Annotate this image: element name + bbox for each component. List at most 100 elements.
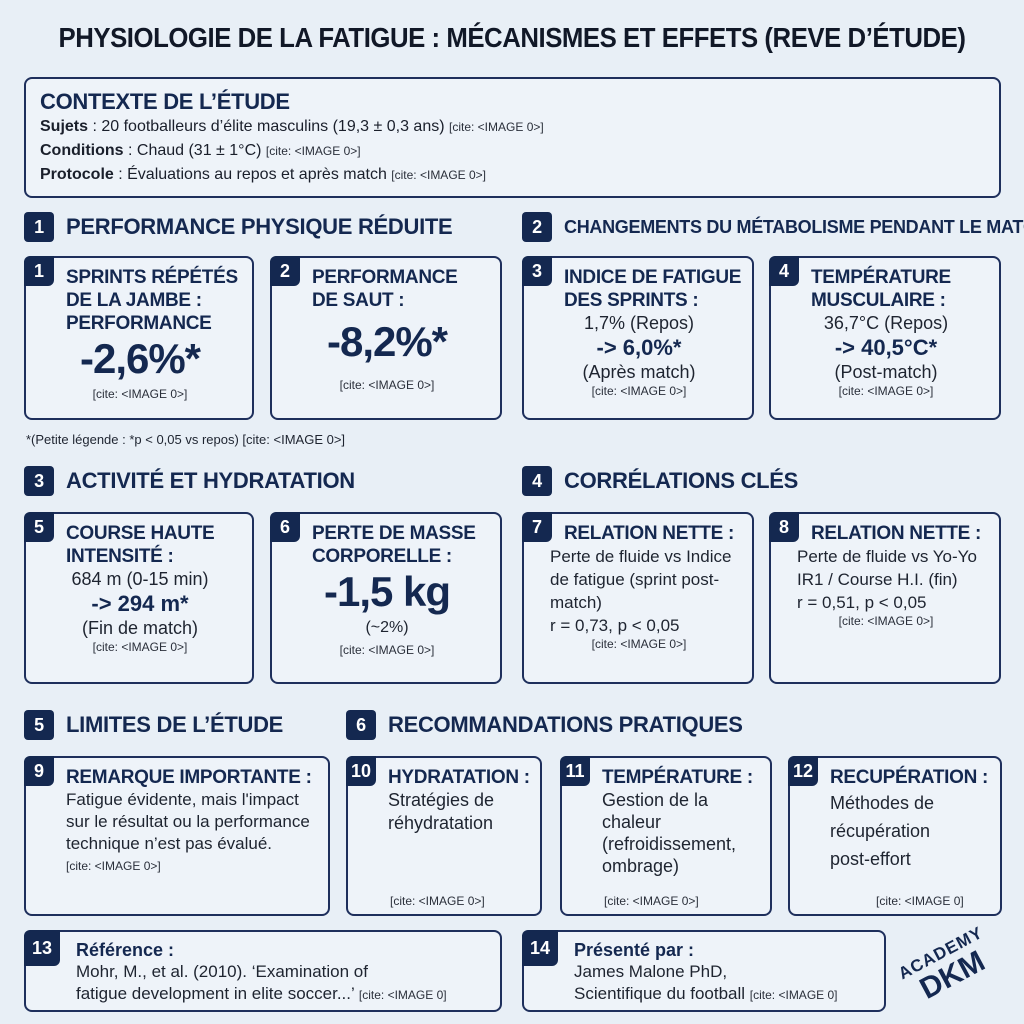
section-label: CHANGEMENTS DU MÉTABOLISME PENDANT LE MA… bbox=[564, 216, 1024, 237]
section-header-4: 4 CORRÉLATIONS CLÉS bbox=[522, 466, 798, 496]
section-header-5: 5 LIMITES DE L’ÉTUDE bbox=[24, 710, 283, 740]
card-stat: r = 0,73, p < 0,05 bbox=[550, 616, 680, 635]
citation: [cite: <IMAGE 0] bbox=[358, 988, 447, 1002]
page-title: PHYSIOLOGIE DE LA FATIGUE : MÉCANISMES E… bbox=[58, 22, 966, 53]
card-note: (~2%) bbox=[365, 619, 409, 636]
card-number: 2 bbox=[270, 256, 300, 286]
citation: [cite: <IMAGE 0>] bbox=[604, 894, 699, 908]
citation: [cite: <IMAGE 0>] bbox=[390, 894, 485, 908]
section-number: 6 bbox=[346, 710, 376, 740]
citation: [cite: <IMAGE 0] bbox=[749, 988, 838, 1002]
citation: [cite: <IMAGE 0>] bbox=[391, 168, 487, 182]
card-sprint-fatigue-index: 3 INDICE DE FATIGUE DES SPRINTS : 1,7% (… bbox=[522, 256, 754, 420]
card-body: Perte de fluide vs Yo-Yo IR1 / Course H.… bbox=[797, 547, 977, 589]
section-number: 4 bbox=[522, 466, 552, 496]
card-after-note: (Après match) bbox=[582, 362, 696, 382]
card-number: 11 bbox=[560, 756, 590, 786]
context-line-subjects: Sujets : 20 footballeurs d’élite masculi… bbox=[40, 115, 985, 139]
card-heading: REMARQUE IMPORTANTE : bbox=[66, 767, 312, 788]
card-muscle-temperature: 4 TEMPÉRATURE MUSCULAIRE : 36,7°C (Repos… bbox=[769, 256, 1001, 420]
citation: [cite: <IMAGE 0>] bbox=[92, 387, 188, 401]
section-label: RECOMMANDATIONS PRATIQUES bbox=[388, 712, 743, 737]
significance-legend: *(Petite légende : *p < 0,05 vs repos) [… bbox=[26, 432, 346, 447]
card-body-mass-loss: 6 PERTE DE MASSE CORPORELLE : -1,5 kg (~… bbox=[270, 512, 502, 684]
section-header-3: 3 ACTIVITÉ ET HYDRATATION bbox=[24, 466, 355, 496]
card-correlation-fatigue-index: 7 RELATION NETTE : Perte de fluide vs In… bbox=[522, 512, 754, 684]
section-label: CORRÉLATIONS CLÉS bbox=[564, 468, 799, 493]
card-body: Gestion de la chaleur (refroidissement, … bbox=[602, 790, 737, 876]
context-label: Sujets bbox=[40, 118, 89, 135]
card-temperature-management: 11 TEMPÉRATURE : Gestion de la chaleur (… bbox=[560, 756, 772, 916]
section-label: LIMITES DE L’ÉTUDE bbox=[66, 712, 284, 737]
card-number: 13 bbox=[24, 930, 60, 966]
citation: [cite: <IMAGE 0>] bbox=[339, 643, 435, 657]
card-high-intensity-running: 5 COURSE HAUTE INTENSITÉ : 684 m (0-15 m… bbox=[24, 512, 254, 684]
card-number: 8 bbox=[769, 512, 799, 542]
card-before-value: 684 m (0-15 min) bbox=[71, 569, 209, 589]
card-heading: COURSE HAUTE INTENSITÉ : bbox=[66, 523, 215, 567]
card-body: Perte de fluide vs Indice de fatigue (sp… bbox=[550, 547, 732, 612]
citation: [cite: <IMAGE 0>] bbox=[591, 384, 687, 398]
card-important-remark: 9 REMARQUE IMPORTANTE : Fatigue évidente… bbox=[24, 756, 330, 916]
card-value: -1,5 kg bbox=[323, 568, 451, 615]
card-before-value: 36,7°C (Repos) bbox=[823, 313, 949, 333]
card-heading: TEMPÉRATURE : bbox=[602, 767, 753, 788]
citation: [cite: <IMAGE 0] bbox=[876, 894, 964, 908]
card-value: -2,6%* bbox=[79, 335, 201, 382]
card-before-value: 1,7% (Repos) bbox=[583, 313, 695, 333]
citation: [cite: <IMAGE 0>] bbox=[265, 144, 361, 158]
citation: [cite: <IMAGE 0>] bbox=[591, 637, 687, 651]
citation: [cite: <IMAGE 0>] bbox=[92, 640, 188, 654]
presenter-name: James Malone PhD, bbox=[574, 962, 728, 981]
section-header-6: 6 RECOMMANDATIONS PRATIQUES bbox=[346, 710, 743, 740]
card-after-note: (Post-match) bbox=[834, 362, 938, 382]
card-number: 3 bbox=[522, 256, 552, 286]
card-after-value: -> 6,0%* bbox=[596, 335, 682, 360]
card-stat: r = 0,51, p < 0,05 bbox=[797, 593, 927, 612]
card-body: Stratégies de réhydratation bbox=[388, 790, 495, 833]
section-label: ACTIVITÉ ET HYDRATATION bbox=[66, 468, 355, 493]
card-recovery: 12 RECUPÉRATION : Méthodes de récupérati… bbox=[788, 756, 1002, 916]
card-heading: PERFORMANCE DE SAUT : bbox=[312, 267, 458, 311]
citation: [cite: <IMAGE 0>] bbox=[838, 384, 934, 398]
card-heading: SPRINTS RÉPÉTÉS DE LA JAMBE : PERFORMANC… bbox=[66, 267, 238, 334]
academy-logo: ACADEMY DKM bbox=[888, 919, 1023, 1024]
card-jump-performance: 2 PERFORMANCE DE SAUT : -8,2%* [cite: <I… bbox=[270, 256, 502, 420]
card-heading: HYDRATATION : bbox=[388, 767, 530, 788]
card-heading: RELATION NETTE : bbox=[564, 523, 735, 544]
card-heading: PERTE DE MASSE CORPORELLE : bbox=[312, 523, 476, 567]
context-line-protocol: Protocole : Évaluations au repos et aprè… bbox=[40, 163, 985, 187]
citation: [cite: <IMAGE 0>] bbox=[449, 120, 544, 134]
context-heading: CONTEXTE DE L’ÉTUDE bbox=[40, 89, 290, 114]
card-number: 5 bbox=[24, 512, 54, 542]
card-heading: Présenté par : bbox=[574, 940, 695, 960]
card-hydration: 10 HYDRATATION : Stratégies de réhydrata… bbox=[346, 756, 542, 916]
citation: [cite: <IMAGE 0>] bbox=[838, 614, 934, 628]
citation: [cite: <IMAGE 0>] bbox=[339, 378, 435, 392]
card-number: 14 bbox=[522, 930, 558, 966]
context-panel: CONTEXTE DE L’ÉTUDE Sujets : 20 football… bbox=[24, 77, 1001, 198]
section-number: 2 bbox=[522, 212, 552, 242]
card-reference: 13 Référence : Mohr, M., et al. (2010). … bbox=[24, 930, 502, 1012]
card-sprint-performance: 1 SPRINTS RÉPÉTÉS DE LA JAMBE : PERFORMA… bbox=[24, 256, 254, 420]
section-number: 1 bbox=[24, 212, 54, 242]
section-number: 3 bbox=[24, 466, 54, 496]
card-body: Méthodes de récupération post-effort bbox=[830, 793, 935, 869]
context-text: : Chaud (31 ± 1°C) bbox=[123, 142, 262, 159]
section-header-2: 2 CHANGEMENTS DU MÉTABOLISME PENDANT LE M… bbox=[522, 212, 1024, 242]
section-header-1: 1 PERFORMANCE PHYSIQUE RÉDUITE bbox=[24, 212, 453, 242]
context-line-conditions: Conditions : Chaud (31 ± 1°C) [cite: <IM… bbox=[40, 139, 985, 163]
card-heading: RECUPÉRATION : bbox=[830, 767, 989, 788]
reference-line-1: Mohr, M., et al. (2010). ‘Examination of bbox=[76, 962, 368, 981]
section-number: 5 bbox=[24, 710, 54, 740]
card-number: 7 bbox=[522, 512, 552, 542]
context-text: : 20 footballeurs d’élite masculins (19,… bbox=[88, 118, 445, 135]
reference-line-2: fatigue development in elite soccer...’ bbox=[76, 984, 355, 1003]
section-label: PERFORMANCE PHYSIQUE RÉDUITE bbox=[66, 214, 453, 239]
context-label: Conditions bbox=[40, 142, 124, 159]
card-after-value: -> 294 m* bbox=[91, 591, 189, 616]
card-number: 9 bbox=[24, 756, 54, 786]
card-number: 4 bbox=[769, 256, 799, 286]
presenter-title: Scientifique du football bbox=[574, 984, 746, 1003]
card-presenter: 14 Présenté par : James Malone PhD, Scie… bbox=[522, 930, 886, 1012]
